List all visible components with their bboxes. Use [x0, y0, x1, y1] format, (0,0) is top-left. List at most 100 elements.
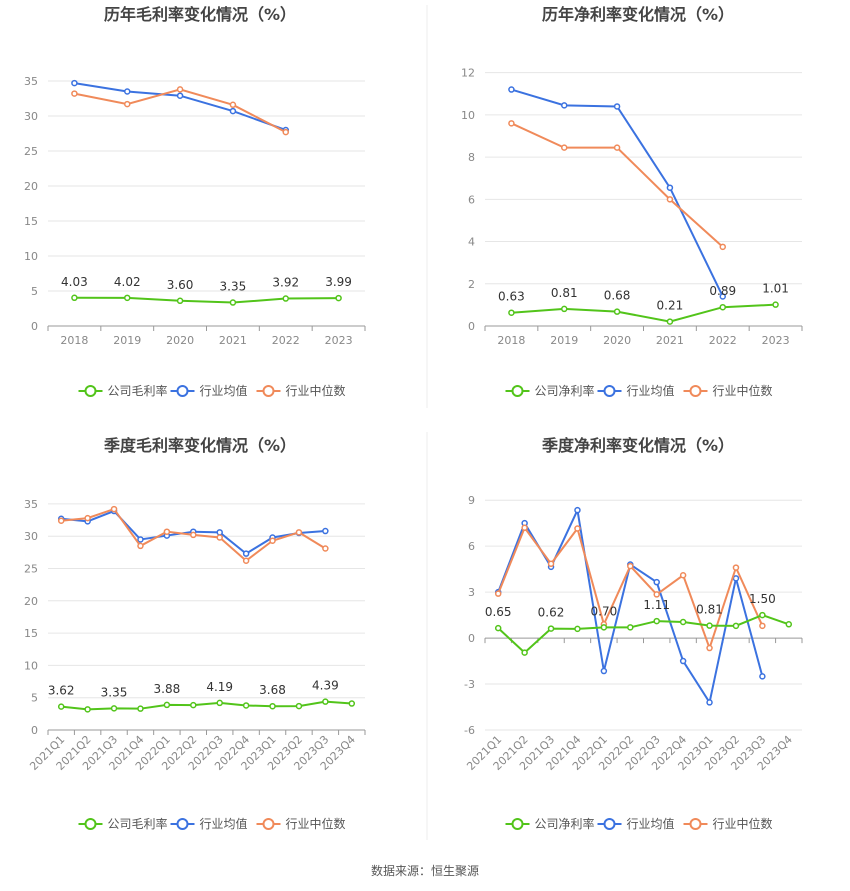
data-point: [84, 706, 91, 713]
y-tick-label: 35: [24, 75, 38, 88]
y-tick-label: 15: [24, 627, 38, 640]
data-label: 4.02: [114, 275, 141, 289]
y-tick-label: 15: [24, 215, 38, 228]
data-point: [521, 649, 528, 656]
data-point: [732, 575, 740, 582]
data-point: [216, 529, 223, 536]
legend-swatch-marker: [262, 385, 275, 397]
chart-panel-1: 历年毛利率变化情况（%） 0 5 10 15 20 25 30 35 2018 2019 2020 20…: [24, 5, 366, 398]
data-point: [706, 644, 713, 652]
data-label: 0.81: [551, 286, 578, 300]
y-tick-label: 0: [31, 320, 38, 333]
data-label: 3.60: [167, 278, 194, 292]
data-point: [176, 297, 184, 305]
data-label: 4.39: [312, 679, 339, 693]
y-tick-label: 6: [468, 193, 475, 206]
data-label: 1.11: [643, 598, 670, 612]
data-point: [600, 667, 608, 675]
legend-swatch-marker: [603, 818, 616, 830]
data-point: [666, 196, 674, 203]
data-point: [295, 529, 303, 536]
legend-label: 行业均值: [627, 816, 675, 831]
legend-label: 公司净利率: [535, 383, 595, 398]
legend-item-industry_avg: 行业均值: [597, 816, 675, 831]
data-point: [242, 702, 250, 709]
y-tick-label: 6: [468, 540, 475, 553]
data-point: [613, 103, 621, 110]
data-label: 3.35: [101, 685, 128, 699]
data-point: [137, 536, 144, 543]
data-label: 0.65: [485, 605, 512, 619]
data-point: [706, 622, 713, 629]
series-line-company: [511, 303, 776, 323]
data-point: [679, 618, 687, 626]
series-line-company: [497, 614, 790, 654]
y-tick-label: -3: [464, 678, 475, 691]
legend-label: 行业中位数: [713, 383, 773, 398]
legend-item-industry_median: 行业中位数: [683, 383, 773, 398]
legend-swatch-marker: [511, 385, 524, 397]
data-point: [574, 625, 581, 633]
data-point: [732, 622, 740, 630]
data-point: [322, 527, 329, 535]
data-label: 0.81: [696, 603, 723, 617]
x-tick-label: 2019: [550, 334, 578, 347]
data-point: [137, 705, 144, 712]
y-tick-label: 12: [461, 67, 475, 80]
data-point: [679, 657, 687, 665]
data-point: [547, 625, 555, 632]
legend-item-industry_avg: 行业均值: [170, 383, 248, 398]
data-label: 0.70: [591, 604, 618, 618]
x-tick-label: 2021: [656, 334, 684, 347]
chart-panel-3: 季度毛利率变化情况（%）051015202530352021Q12021Q220…: [24, 436, 366, 831]
data-point: [71, 90, 78, 97]
data-point: [719, 243, 726, 251]
data-point: [785, 621, 793, 628]
legend-item-industry_median: 行业中位数: [256, 383, 346, 398]
data-point: [216, 534, 223, 541]
legend-label: 行业均值: [200, 383, 248, 398]
chart-title: 历年净利率变化情况（%）: [542, 5, 734, 24]
x-tick-label: 2021: [219, 334, 247, 347]
data-label: 3.35: [220, 280, 247, 294]
y-tick-label: 30: [24, 110, 38, 123]
data-label: 1.01: [762, 282, 789, 296]
legend-swatch-marker: [84, 818, 97, 830]
data-point: [561, 102, 568, 109]
data-point: [71, 294, 78, 302]
data-point: [269, 537, 276, 544]
x-tick-label: 2020: [603, 334, 631, 347]
data-point: [508, 86, 515, 93]
legend-label: 行业均值: [627, 383, 675, 398]
data-point: [176, 92, 184, 99]
data-label: 3.92: [272, 276, 299, 290]
x-tick-label: 2023: [325, 334, 353, 347]
data-label: 1.50: [749, 592, 776, 606]
y-tick-label: 5: [31, 285, 38, 298]
y-tick-label: 4: [468, 236, 475, 249]
legend-swatch-marker: [603, 385, 616, 397]
data-point: [759, 622, 766, 630]
y-tick-label: 8: [468, 151, 475, 164]
x-tick-label: 2022: [709, 334, 737, 347]
data-label: 3.62: [48, 684, 75, 698]
legend-item-company: 公司毛利率: [78, 383, 168, 398]
data-point: [110, 505, 118, 513]
data-label: 0.21: [657, 299, 684, 313]
legend-item-industry_avg: 行业均值: [597, 383, 675, 398]
data-point: [706, 699, 713, 706]
data-point: [242, 557, 250, 565]
data-point: [229, 101, 237, 109]
data-point: [110, 705, 118, 712]
legend-swatch-marker: [176, 385, 189, 397]
y-tick-label: 10: [461, 109, 475, 122]
data-label: 3.88: [154, 682, 181, 696]
data-point: [653, 591, 660, 598]
data-point: [627, 562, 634, 570]
legend-item-industry_median: 行业中位数: [683, 816, 773, 831]
legend-item-company: 公司毛利率: [78, 816, 168, 831]
data-point: [124, 88, 131, 95]
data-point: [322, 545, 329, 552]
legend-swatch-marker: [84, 385, 97, 397]
data-point: [719, 303, 726, 311]
